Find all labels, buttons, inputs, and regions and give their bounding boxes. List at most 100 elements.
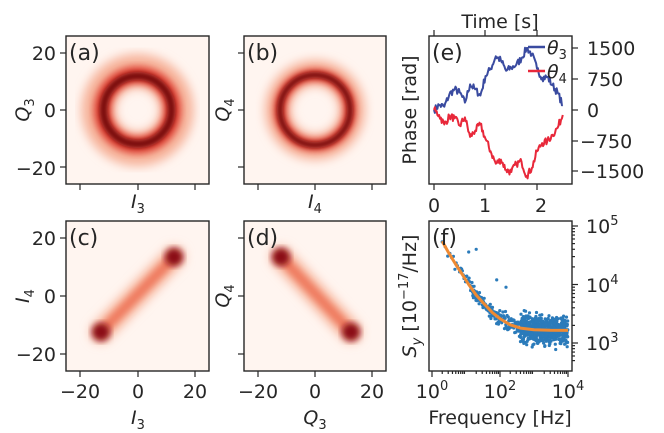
panel-e-xtick-label-0: 0 xyxy=(428,195,440,217)
panel-b-label: (b) xyxy=(247,41,278,66)
panel-c-ytick-label-0: 0 xyxy=(44,286,56,308)
panel-c-ytick-label-m20: −20 xyxy=(16,344,56,366)
spectrum-point xyxy=(549,331,553,335)
panel-c: 20 0 −20 −20 0 20 (c) I3 I4 xyxy=(12,220,210,433)
spectrum-point xyxy=(525,343,529,347)
spectrum-point xyxy=(533,334,537,338)
blob-c-upper xyxy=(165,248,183,266)
panel-f-xtick-label-100: 102 xyxy=(484,379,516,403)
panel-a: 20 0 −20 (a) I3 Q3 xyxy=(12,35,210,217)
spectrum-point xyxy=(514,330,518,334)
spectrum-point xyxy=(553,342,557,346)
panel-f-ytick-label-1e4: 104 xyxy=(586,273,618,297)
spectrum-point xyxy=(543,344,547,348)
panel-a-xlabel: I3 xyxy=(131,191,145,217)
spectrum-point xyxy=(512,318,516,322)
panel-e-ytick-label-750: 750 xyxy=(587,69,623,91)
panel-d-ylabel: Q4 xyxy=(212,284,238,307)
panel-c-label: (c) xyxy=(69,226,98,251)
legend-label-theta4: θ4 xyxy=(547,61,567,87)
panel-c-xtick-label-20: 20 xyxy=(183,381,207,403)
spectrum-point xyxy=(537,331,541,335)
spectrum-point xyxy=(534,324,538,328)
spectrum-point xyxy=(554,331,558,335)
spectrum-point xyxy=(523,331,527,335)
spectrum-point xyxy=(470,280,474,285)
panel-d-xtick-label-20: 20 xyxy=(360,381,384,403)
spectrum-point xyxy=(542,341,546,345)
panel-a-ytick-label-m20: −20 xyxy=(16,158,56,180)
spectrum-point xyxy=(498,309,502,313)
blob-d-lower xyxy=(342,323,360,341)
spectrum-point xyxy=(562,324,566,328)
spectrum-point xyxy=(547,338,551,342)
ring-b-core xyxy=(277,72,353,148)
panel-e-ytick-label-0: 0 xyxy=(587,100,599,122)
line-d-mid xyxy=(276,252,356,337)
panel-f-ylabel: Sy [10−17/Hz] xyxy=(397,235,425,358)
spectrum-point xyxy=(518,340,523,344)
panel-e-plot xyxy=(433,46,564,180)
spectrum-point xyxy=(506,315,510,319)
spectrum-point xyxy=(564,335,568,339)
spectrum-outlier xyxy=(504,285,508,289)
spectrum-point xyxy=(544,322,548,326)
panel-d-xlabel: Q3 xyxy=(303,407,326,433)
line-c-mid xyxy=(96,252,179,337)
spectrum-point xyxy=(548,326,552,330)
panel-e-ylabel: Phase [rad] xyxy=(399,55,421,164)
spectrum-point xyxy=(549,321,553,325)
panel-d-xtick-label-0: 0 xyxy=(309,381,321,403)
spectrum-point xyxy=(540,313,544,317)
panel-e-time-title: Time [s] xyxy=(460,11,538,33)
panel-a-label: (a) xyxy=(69,41,100,66)
series-line-theta4 xyxy=(433,106,564,180)
panel-c-xtick-label-0: 0 xyxy=(132,381,144,403)
spectrum-point xyxy=(502,327,507,331)
panel-d-xtick-label-m20: −20 xyxy=(238,381,278,403)
spectrum-point xyxy=(482,296,486,300)
spectrum-point xyxy=(527,311,532,315)
spectrum-point xyxy=(540,319,544,323)
panel-b-ylabel: Q4 xyxy=(212,98,238,121)
spectrum-point xyxy=(531,323,535,328)
panel-c-ytick-label-20: 20 xyxy=(32,228,56,250)
panel-e-ytick-label-m1500: −1500 xyxy=(580,161,644,183)
panel-a-ylabel: Q3 xyxy=(12,98,38,121)
panel-f: 100 102 104 105 104 103 Frequency [Hz] S… xyxy=(397,214,618,429)
spectrum-point xyxy=(521,331,525,335)
panel-c-ylabel: I4 xyxy=(12,289,38,303)
panel-f-ticks xyxy=(431,225,578,377)
spectrum-point xyxy=(521,340,525,344)
panel-e-ytick-label-1500: 1500 xyxy=(587,38,635,60)
spectrum-point xyxy=(465,274,469,278)
spectrum-point xyxy=(531,321,535,325)
spectrum-point xyxy=(488,302,492,306)
panel-f-xtick-label-10000: 104 xyxy=(552,379,584,403)
spectrum-point xyxy=(547,314,551,318)
spectrum-point xyxy=(477,291,482,295)
spectrum-point xyxy=(560,316,564,320)
spectrum-point xyxy=(537,318,542,322)
spectrum-point xyxy=(472,284,476,288)
spectrum-point xyxy=(524,309,528,313)
panel-a-ytick-label-0: 0 xyxy=(44,100,56,122)
panel-b: (b) I4 Q4 xyxy=(212,35,387,217)
panel-e: Time [s] 0 1 2 1500 750 0 −750 −1500 Pha… xyxy=(399,11,644,217)
spectrum-point xyxy=(565,319,569,323)
spectrum-point xyxy=(503,316,507,320)
spectrum-point xyxy=(530,332,534,336)
spectrum-point xyxy=(555,324,559,328)
spectrum-point xyxy=(565,323,569,327)
spectrum-point xyxy=(530,345,534,349)
spectrum-point xyxy=(552,335,556,339)
spectrum-point xyxy=(535,341,539,345)
blob-c-lower xyxy=(92,323,110,341)
ring-a-core xyxy=(99,72,176,148)
panel-c-xlabel: I3 xyxy=(131,407,145,433)
spectrum-point xyxy=(499,314,503,318)
spectrum-point xyxy=(564,315,569,319)
spectrum-point xyxy=(503,309,508,314)
spectrum-point xyxy=(538,324,542,328)
